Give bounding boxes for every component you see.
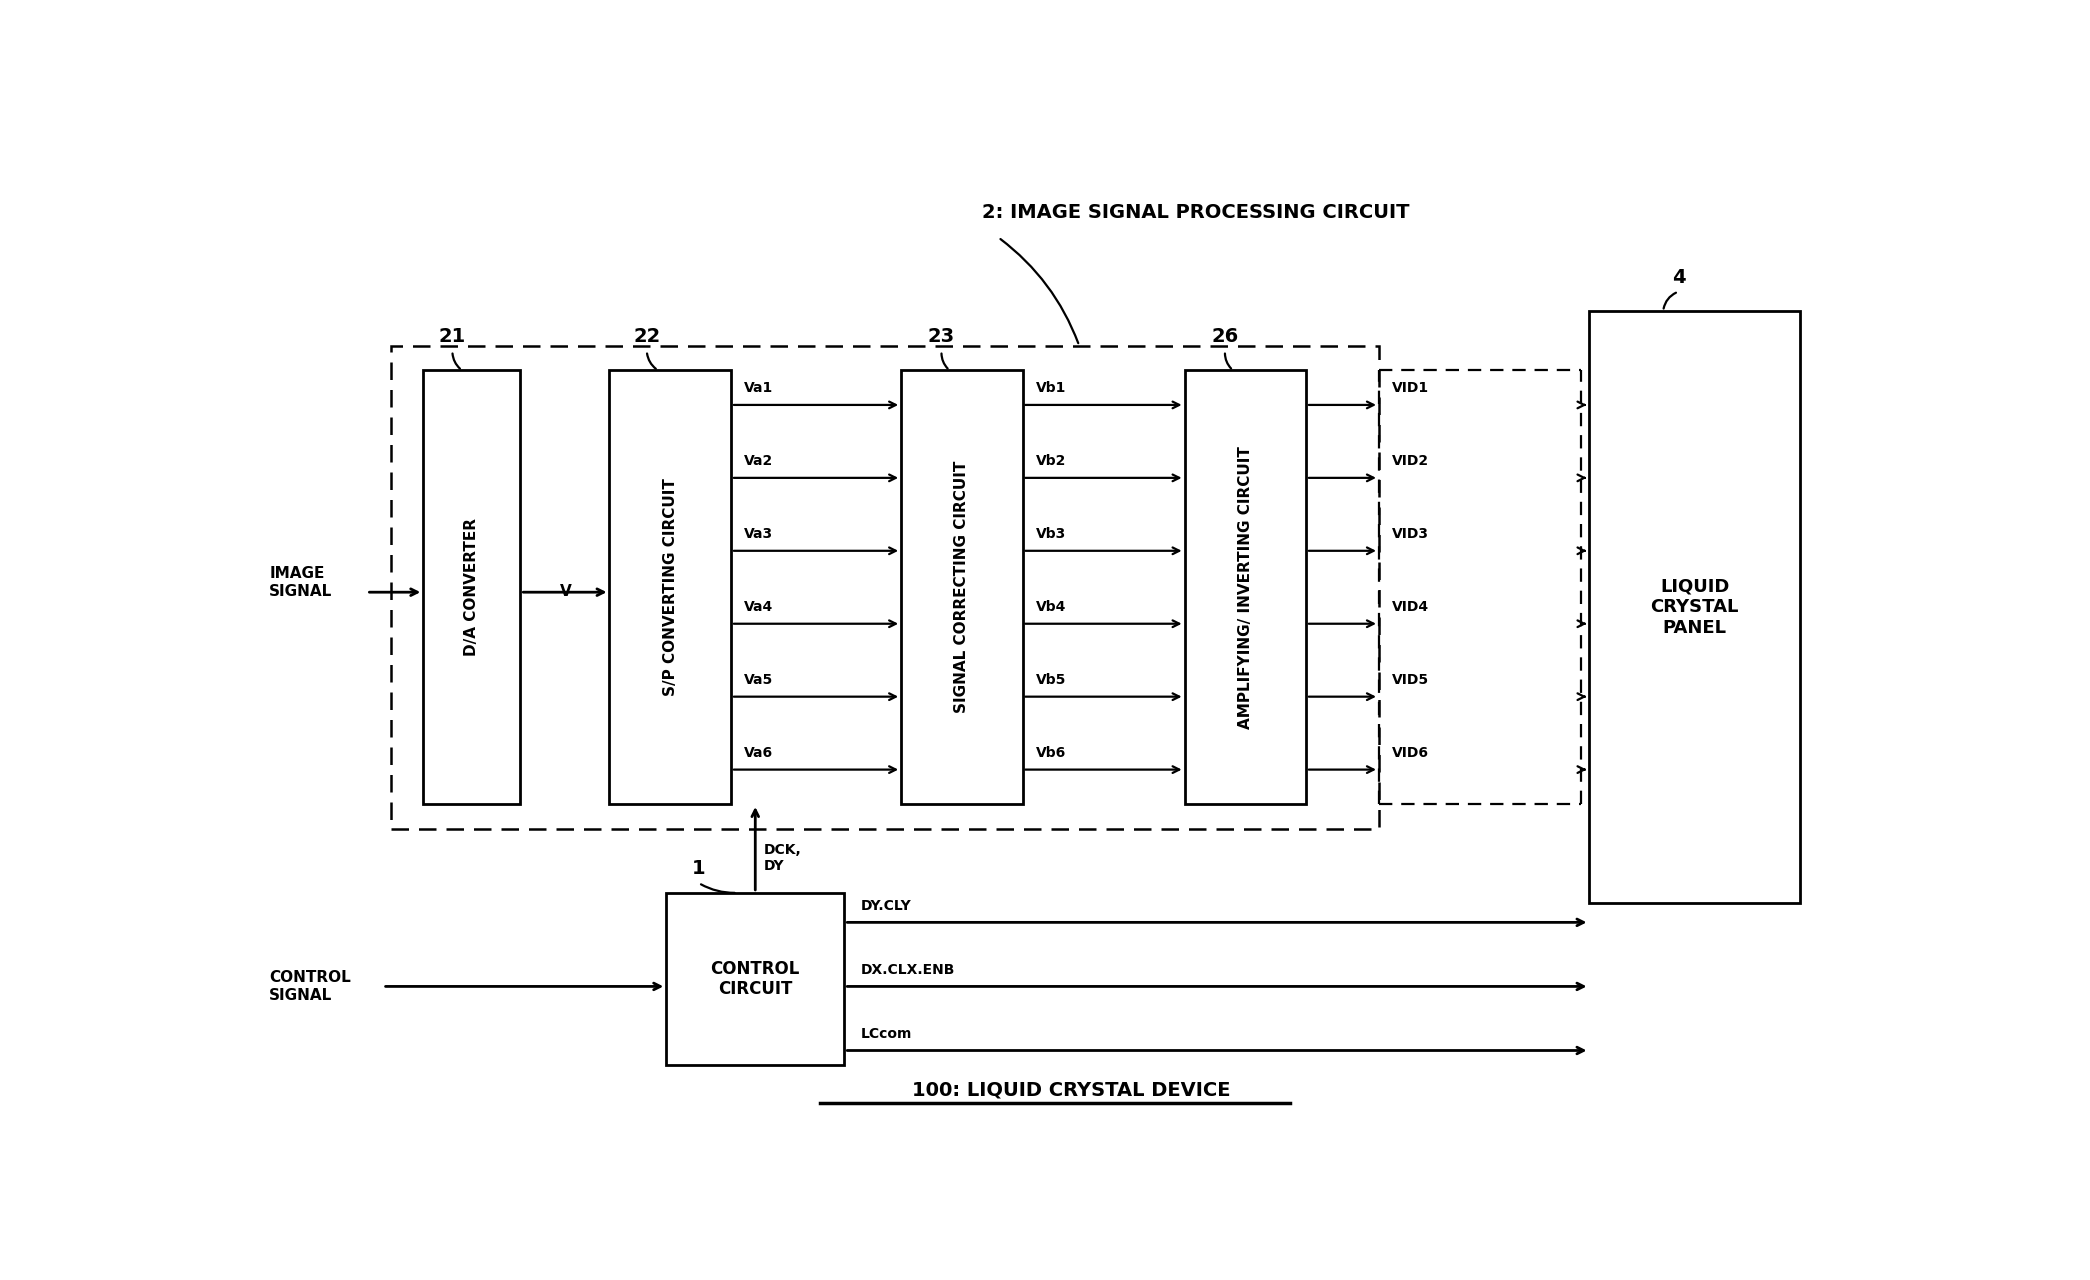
Text: VID3: VID3	[1392, 527, 1430, 541]
Bar	[667, 893, 844, 1065]
Text: Va1: Va1	[744, 381, 773, 396]
Text: 2: IMAGE SIGNAL PROCESSING CIRCUIT: 2: IMAGE SIGNAL PROCESSING CIRCUIT	[982, 204, 1409, 223]
Text: Vb2: Vb2	[1035, 454, 1066, 468]
Text: CONTROL
CIRCUIT: CONTROL CIRCUIT	[711, 960, 800, 998]
Bar	[901, 370, 1022, 804]
Bar	[1185, 370, 1306, 804]
Text: Vb4: Vb4	[1035, 600, 1066, 614]
Text: VID6: VID6	[1392, 746, 1430, 760]
Text: 21: 21	[439, 326, 466, 346]
Text: DX.CLX.ENB: DX.CLX.ENB	[861, 963, 955, 977]
Text: 4: 4	[1672, 268, 1685, 287]
Text: Va4: Va4	[744, 600, 773, 614]
Text: D/A CONVERTER: D/A CONVERTER	[464, 518, 479, 657]
Text: 22: 22	[633, 326, 660, 346]
Text: S/P CONVERTING CIRCUIT: S/P CONVERTING CIRCUIT	[663, 479, 677, 696]
Text: VID5: VID5	[1392, 673, 1430, 687]
Text: DY.CLY: DY.CLY	[861, 899, 911, 913]
Text: Va3: Va3	[744, 527, 773, 541]
Bar	[610, 370, 732, 804]
Text: 26: 26	[1212, 326, 1239, 346]
Text: 1: 1	[692, 859, 706, 878]
Text: SIGNAL CORRECTING CIRCUIT: SIGNAL CORRECTING CIRCUIT	[955, 461, 970, 713]
Text: Va2: Va2	[744, 454, 773, 468]
Text: VID1: VID1	[1392, 381, 1430, 396]
Text: V: V	[560, 584, 573, 599]
Text: LIQUID
CRYSTAL
PANEL: LIQUID CRYSTAL PANEL	[1651, 577, 1739, 636]
Bar	[391, 346, 1379, 828]
Bar	[1588, 311, 1799, 902]
Text: IMAGE
SIGNAL: IMAGE SIGNAL	[270, 566, 332, 599]
Text: VID4: VID4	[1392, 600, 1430, 614]
Text: Vb1: Vb1	[1035, 381, 1066, 396]
Text: 23: 23	[928, 326, 955, 346]
Text: Va6: Va6	[744, 746, 773, 760]
Text: Vb6: Vb6	[1035, 746, 1066, 760]
Text: CONTROL
SIGNAL: CONTROL SIGNAL	[270, 970, 351, 1002]
Text: Va5: Va5	[744, 673, 773, 687]
Text: AMPLIFYING/ INVERTING CIRCUIT: AMPLIFYING/ INVERTING CIRCUIT	[1237, 445, 1252, 728]
Text: LCcom: LCcom	[861, 1027, 911, 1041]
Text: VID2: VID2	[1392, 454, 1430, 468]
Bar	[422, 370, 520, 804]
Text: Vb3: Vb3	[1035, 527, 1066, 541]
Text: Vb5: Vb5	[1035, 673, 1066, 687]
Text: DCK,
DY: DCK, DY	[763, 844, 800, 873]
Text: 100: LIQUID CRYSTAL DEVICE: 100: LIQUID CRYSTAL DEVICE	[911, 1080, 1231, 1100]
